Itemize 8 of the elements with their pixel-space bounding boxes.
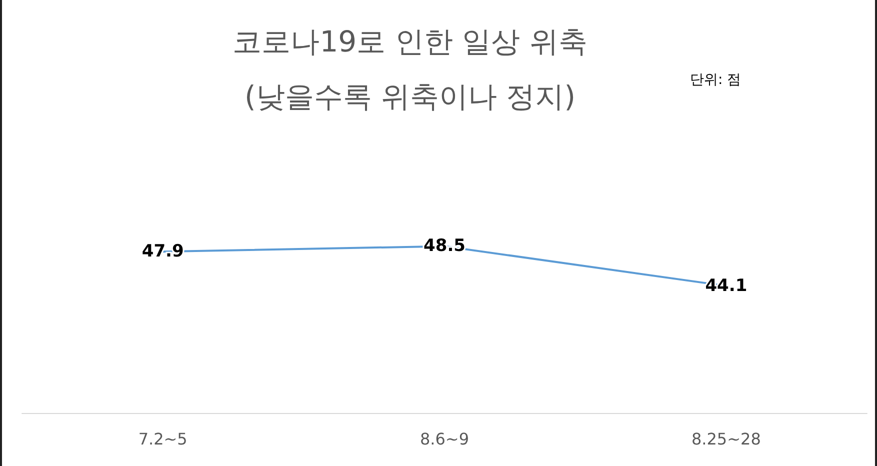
x-tick-label: 7.2~5 — [138, 430, 188, 448]
chart-title: 코로나19로 인한 일상 위축 — [232, 24, 588, 58]
chart-subtitle: (낮을수록 위축이나 정지) — [244, 80, 576, 114]
data-label: 47.9 — [142, 242, 184, 262]
text: 단위: 점 — [690, 72, 742, 88]
data-label: 44.1 — [705, 276, 748, 296]
x-tick-label: 8.25~28 — [691, 430, 761, 448]
x-tick-label: 8.6~9 — [420, 430, 470, 448]
